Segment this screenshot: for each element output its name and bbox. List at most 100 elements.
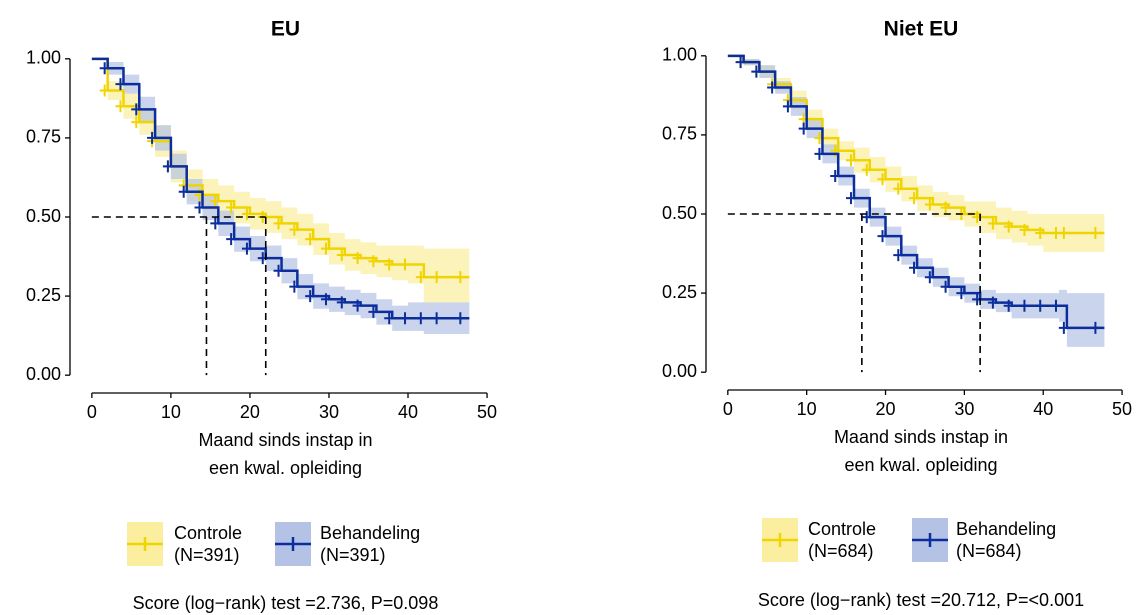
censor-mark (940, 201, 951, 214)
legend-label: Behandeling (320, 523, 420, 543)
censor-mark (194, 201, 205, 214)
chart-title: Niet EU (884, 18, 959, 41)
censor-mark (210, 195, 221, 208)
censor-mark (241, 207, 252, 220)
censor-mark (956, 287, 967, 300)
censor-mark (131, 116, 142, 129)
censor-mark (115, 78, 126, 91)
censor-mark (147, 131, 158, 144)
censor-mark (1035, 299, 1046, 312)
censor-mark (1019, 299, 1030, 312)
censor-mark (782, 100, 793, 113)
censor-mark (1003, 220, 1014, 233)
censor-mark (1035, 226, 1046, 239)
x-tick-label: 30 (954, 399, 974, 419)
censor-mark (178, 185, 189, 198)
censor-mark (877, 173, 888, 186)
censor-mark (735, 56, 746, 69)
legend-line (275, 537, 311, 551)
censor-mark (131, 103, 142, 116)
censor-mark (320, 293, 331, 306)
censor-mark (99, 84, 110, 97)
y-tick-label: 0.50 (26, 206, 61, 226)
censor-mark (751, 65, 762, 78)
censor-mark (1019, 223, 1030, 236)
legend-label: (N=684) (808, 541, 874, 561)
censor-mark (289, 223, 300, 236)
x-tick-label: 40 (1033, 399, 1053, 419)
x-tick-label: 20 (240, 402, 260, 422)
censor-mark (400, 312, 411, 325)
censor-mark (845, 154, 856, 167)
censor-mark (1058, 321, 1069, 334)
x-tick-label: 0 (87, 402, 97, 422)
x-tick-label: 50 (477, 402, 497, 422)
survival-curve (91, 57, 470, 279)
y-tick-label: 0.25 (662, 282, 697, 302)
x-axis-label: een kwal. opleiding (209, 458, 362, 478)
censor-mark (431, 312, 442, 325)
censor-mark (1058, 226, 1069, 239)
censor-mark (226, 233, 237, 246)
censor-mark (384, 258, 395, 271)
y-tick-label: 0.75 (26, 127, 61, 147)
censor-mark (830, 170, 841, 183)
censor-mark (273, 217, 284, 230)
censor-mark (241, 242, 252, 255)
censor-mark (924, 198, 935, 211)
censor-mark (861, 163, 872, 176)
censor-mark (352, 299, 363, 312)
censor-mark (336, 248, 347, 261)
y-tick-label: 1.00 (662, 45, 697, 65)
test-result: Score (log−rank) test =20.712, P=<0.001 (758, 590, 1084, 610)
x-axis-label: een kwal. opleiding (844, 455, 997, 475)
censor-mark (336, 296, 347, 309)
y-tick-label: 0.00 (26, 364, 61, 384)
censor-mark (162, 160, 173, 173)
censor-mark (987, 217, 998, 230)
y-tick-label: 1.00 (26, 48, 61, 68)
legend-label: (N=391) (174, 545, 240, 565)
censor-mark (1090, 321, 1101, 334)
censor-mark (798, 122, 809, 135)
test-result: Score (log−rank) test =2.736, P=0.098 (133, 593, 439, 613)
x-axis-label: Maand sinds instap in (198, 430, 372, 450)
censor-mark (352, 252, 363, 265)
censor-mark (1003, 299, 1014, 312)
censor-mark (1050, 299, 1061, 312)
censor-mark (861, 211, 872, 224)
legend-line (762, 533, 798, 547)
censor-mark (877, 230, 888, 243)
x-tick-label: 20 (876, 399, 896, 419)
censor-mark (893, 182, 904, 195)
x-tick-label: 30 (319, 402, 339, 422)
legend-line (127, 537, 163, 551)
censor-mark (924, 271, 935, 284)
censor-mark (115, 100, 126, 113)
y-tick-label: 0.00 (662, 361, 697, 381)
confidence-band (91, 58, 470, 335)
censor-mark (415, 271, 426, 284)
censor-mark (320, 242, 331, 255)
legend-label: Behandeling (956, 519, 1056, 539)
x-tick-label: 50 (1112, 399, 1132, 419)
censor-mark (289, 280, 300, 293)
y-tick-label: 0.25 (26, 285, 61, 305)
censor-mark (431, 271, 442, 284)
legend-label: Controle (808, 519, 876, 539)
legend-label: (N=391) (320, 545, 386, 565)
censor-mark (210, 217, 221, 230)
censor-mark (99, 62, 110, 75)
censor-mark (845, 192, 856, 205)
censor-mark (273, 264, 284, 277)
y-tick-label: 0.75 (662, 124, 697, 144)
censor-mark (368, 305, 379, 318)
censor-mark (400, 258, 411, 271)
censor-mark (226, 201, 237, 214)
chart-title: EU (271, 18, 300, 41)
censor-mark (940, 280, 951, 293)
censor-mark (909, 192, 920, 205)
censor-mark (384, 312, 395, 325)
censor-mark (455, 271, 466, 284)
